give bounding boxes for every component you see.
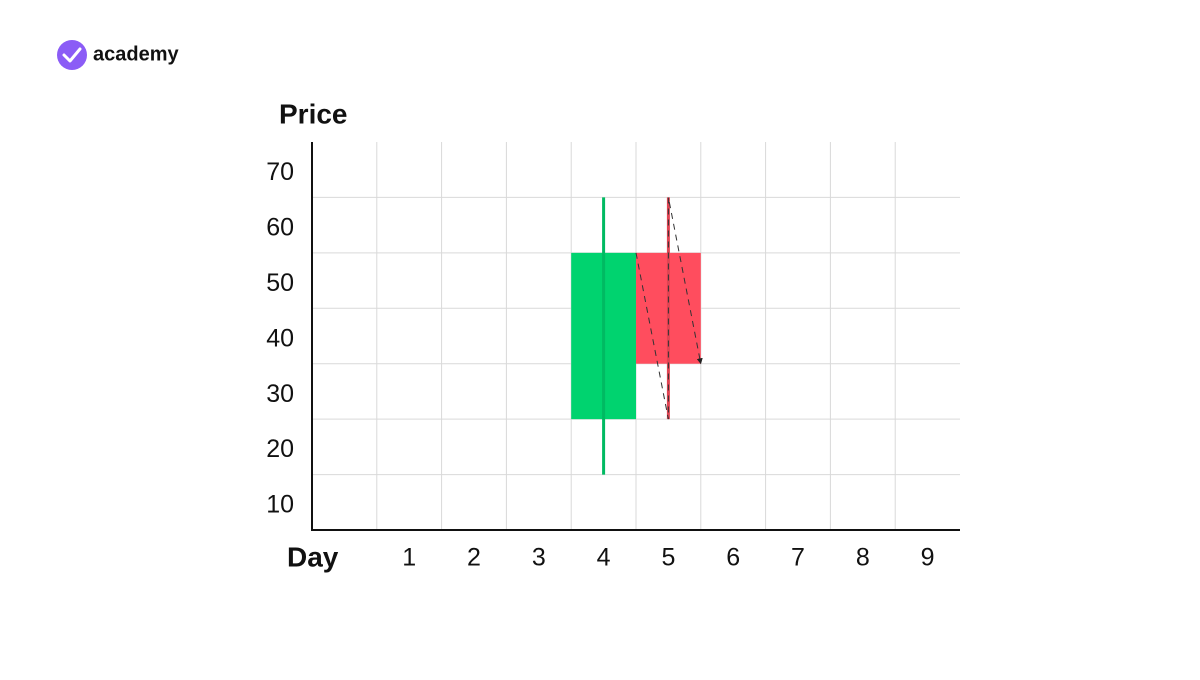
y-tick-label: 40 <box>266 324 294 352</box>
y-axis-title: Price <box>279 98 348 129</box>
x-axis-title: Day <box>287 541 339 572</box>
x-tick-label: 1 <box>402 544 416 572</box>
x-tick-label: 4 <box>597 544 611 572</box>
x-tick-label: 8 <box>856 544 870 572</box>
x-tick-label: 5 <box>661 544 675 572</box>
y-tick-label: 30 <box>266 380 294 408</box>
x-tick-label: 3 <box>532 544 546 572</box>
y-tick-label: 10 <box>266 491 294 519</box>
y-tick-label: 20 <box>266 435 294 463</box>
plot: 10 20 30 40 50 60 70 1 2 3 4 5 6 7 8 9 <box>266 142 960 572</box>
y-tick-label: 50 <box>266 269 294 297</box>
x-tick-label: 9 <box>921 544 935 572</box>
x-tick-label: 7 <box>791 544 805 572</box>
price-path <box>635 197 703 420</box>
x-tick-label: 6 <box>726 544 740 572</box>
x-tick-label: 2 <box>467 544 481 572</box>
y-tick-label: 70 <box>266 158 294 186</box>
logo-icon <box>57 40 87 70</box>
y-tick-label: 60 <box>266 213 294 241</box>
brand-name: academy <box>93 43 179 65</box>
logo-check <box>62 47 82 63</box>
logo: academy <box>57 40 179 70</box>
